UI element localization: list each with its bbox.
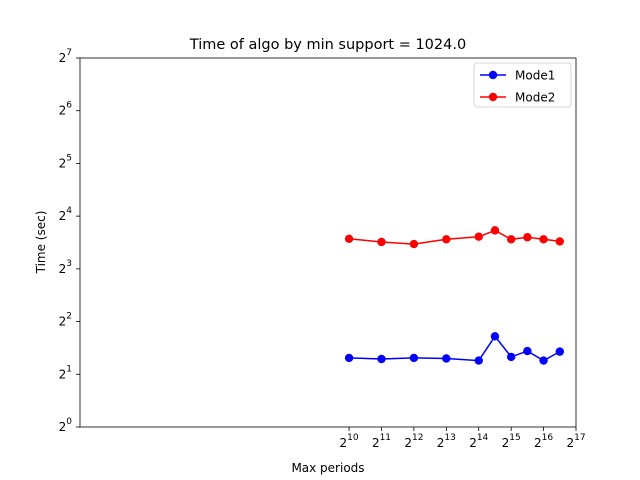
data-point-mode1 — [377, 354, 386, 364]
y-tick-base: 2 — [59, 156, 67, 170]
data-point-mode2 — [490, 226, 500, 235]
data-point-mode2 — [442, 235, 451, 244]
data-point-mode2 — [474, 232, 483, 241]
data-point-mode1 — [506, 352, 516, 362]
x-tick-base: 2 — [372, 436, 380, 450]
x-tick-base: 2 — [566, 436, 574, 450]
y-tick-label: 20 — [59, 417, 73, 434]
x-tick-base: 2 — [340, 436, 348, 450]
data-point-mode1 — [474, 356, 483, 365]
y-axis-title: Time (sec) — [34, 211, 48, 275]
y-tick-label: 23 — [59, 259, 72, 276]
series-line-mode1 — [349, 335, 561, 362]
y-tick-base: 2 — [59, 367, 67, 381]
y-tick-exponent: 7 — [66, 48, 72, 58]
legend-marker-mode1 — [488, 70, 498, 80]
x-tick-label: 211 — [372, 433, 391, 450]
x-tick-base: 2 — [437, 436, 445, 450]
x-tick-base: 2 — [404, 436, 412, 450]
x-tick-label: 215 — [502, 433, 521, 450]
x-tick-label: 212 — [404, 433, 423, 450]
data-point-mode1 — [523, 346, 532, 356]
y-tick-base: 2 — [59, 420, 67, 434]
data-point-mode1 — [409, 353, 419, 363]
y-tick-label: 26 — [59, 101, 73, 118]
chart-title: Time of algo by min support = 1024.0 — [189, 37, 466, 53]
y-tick-exponent: 5 — [66, 153, 72, 163]
y-tick-exponent: 4 — [66, 206, 72, 216]
y-tick-base: 2 — [59, 104, 67, 118]
y-tick-exponent: 0 — [66, 417, 72, 427]
y-tick-exponent: 1 — [66, 364, 72, 374]
data-point-mode2 — [344, 234, 354, 244]
plot-area: 210 211 212 213 214 215 216 2172021222324252627… — [59, 48, 586, 450]
y-tick-exponent: 2 — [66, 312, 72, 322]
data-point-mode2 — [409, 239, 419, 249]
data-point-mode2 — [539, 235, 548, 244]
data-point-mode1 — [539, 356, 548, 365]
x-tick-exponent: 12 — [412, 433, 423, 443]
series-line-mode2 — [349, 229, 560, 245]
y-tick-base: 2 — [59, 51, 67, 65]
y-tick-label: 22 — [59, 312, 72, 329]
legend-marker-mode2 — [488, 92, 498, 102]
y-tick-exponent: 3 — [66, 259, 72, 269]
x-axis-title: Max periods — [291, 461, 364, 475]
x-tick-exponent: 13 — [444, 433, 455, 443]
x-tick-base: 2 — [534, 436, 542, 450]
data-point-mode1 — [490, 332, 500, 341]
data-point-mode2 — [523, 233, 532, 242]
data-point-mode1 — [555, 347, 564, 356]
x-tick-base: 2 — [502, 436, 510, 450]
x-tick-exponent: 10 — [347, 433, 359, 443]
axes-frame — [79, 57, 577, 428]
x-tick-exponent: 11 — [380, 433, 391, 443]
data-point-mode2 — [377, 237, 386, 247]
y-tick-label: 27 — [59, 48, 72, 65]
y-tick-base: 2 — [59, 262, 67, 276]
y-tick-label: 25 — [59, 153, 72, 170]
x-tick-label: 213 — [437, 433, 456, 450]
x-tick-label: 216 — [534, 433, 553, 450]
y-tick-base: 2 — [59, 315, 67, 329]
data-point-mode2 — [555, 237, 564, 246]
y-tick-base: 2 — [59, 209, 67, 223]
legend-box — [473, 62, 572, 108]
x-tick-exponent: 17 — [574, 433, 585, 443]
x-tick-exponent: 14 — [477, 433, 489, 443]
legend-label-mode2: Mode2 — [515, 91, 555, 105]
y-tick-exponent: 6 — [66, 101, 72, 111]
x-tick-label: 210 — [340, 433, 359, 450]
x-tick-label: 217 — [566, 433, 585, 450]
x-tick-exponent: 15 — [509, 433, 520, 443]
data-point-mode1 — [442, 354, 451, 363]
data-point-mode2 — [506, 235, 516, 244]
x-tick-base: 2 — [469, 436, 477, 450]
legend-label-mode1: Mode1 — [515, 69, 555, 83]
x-tick-exponent: 16 — [542, 433, 554, 443]
y-tick-label: 24 — [59, 206, 73, 223]
x-tick-label: 214 — [469, 433, 488, 450]
y-tick-label: 21 — [59, 364, 72, 381]
data-point-mode1 — [344, 353, 354, 363]
